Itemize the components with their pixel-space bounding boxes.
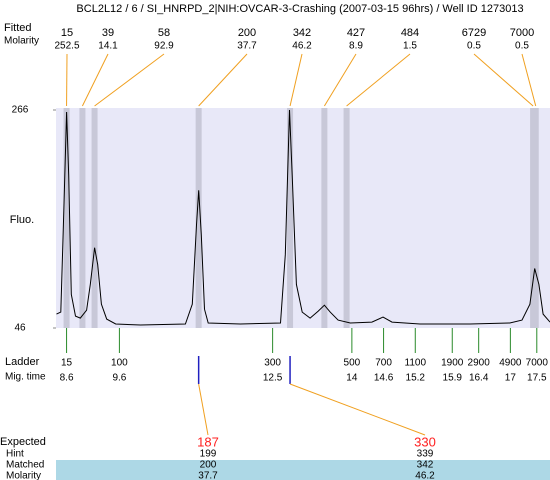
- peak-band: [343, 108, 350, 328]
- trace: [56, 109, 550, 326]
- ladder-time: 9.6: [112, 373, 126, 384]
- matched-size: 342: [417, 460, 434, 471]
- ladder-time: 8.6: [60, 373, 74, 384]
- hint-size: 339: [417, 449, 434, 460]
- peak-size: 15: [61, 27, 73, 39]
- peak-connector: [521, 53, 537, 107]
- size-row-label: Fitted: [4, 22, 32, 34]
- peak-molarity: 92.9: [154, 41, 174, 52]
- ladder-time: 14.6: [374, 373, 394, 384]
- peak-molarity: 252.5: [54, 41, 79, 52]
- ladder-size: 300: [264, 358, 281, 369]
- title-bar: [0, 0, 550, 18]
- peak-band: [79, 108, 86, 328]
- expected-size: 330: [414, 434, 436, 449]
- ladder-time: 17: [505, 373, 517, 384]
- peak-molarity: 8.9: [349, 41, 363, 52]
- plot-area: [56, 108, 550, 328]
- peak-size: 58: [158, 27, 170, 39]
- peak-connector: [94, 53, 165, 107]
- expected-label: Expected: [0, 436, 46, 448]
- title: BCL2L12 / 6 / SI_HNRPD_2|NIH:OVCAR-3-Cra…: [76, 3, 523, 15]
- matched-size: 200: [200, 460, 217, 471]
- ladder-size: 2900: [468, 358, 491, 369]
- peak-molarity: 1.5: [403, 41, 417, 52]
- ladder-size: 7000: [526, 358, 549, 369]
- ladder-size: 700: [375, 358, 392, 369]
- ladder-size: 1900: [441, 358, 464, 369]
- peak-size: 39: [102, 27, 114, 39]
- matched-molarity: 46.2: [415, 471, 435, 480]
- peak-band: [91, 108, 98, 328]
- peak-band: [287, 108, 294, 328]
- ladder-time: 12.5: [263, 373, 283, 384]
- molarity-row-label: Molarity: [4, 36, 39, 47]
- peak-size: 484: [401, 27, 419, 39]
- matched-band: [56, 460, 550, 480]
- ladder-time: 15.9: [443, 373, 463, 384]
- peak-size: 200: [238, 27, 256, 39]
- peak-molarity: 0.5: [515, 41, 529, 52]
- peak-connector: [346, 53, 411, 107]
- peak-band: [195, 108, 202, 328]
- peak-band: [321, 108, 328, 328]
- peak-connector: [81, 53, 109, 107]
- peak-connector: [289, 53, 303, 107]
- ladder-size: 500: [344, 358, 361, 369]
- ladder-time: 15.2: [406, 373, 426, 384]
- peak-molarity: 14.1: [98, 41, 118, 52]
- peak-band: [63, 108, 70, 328]
- peak-size: 427: [347, 27, 365, 39]
- expected-connector: [289, 383, 426, 436]
- peak-molarity: 37.7: [237, 41, 257, 52]
- y-tick-label: 46: [14, 323, 26, 334]
- ladder-size: 15: [61, 358, 73, 369]
- peak-molarity: 46.2: [292, 41, 312, 52]
- peak-connector: [473, 53, 534, 107]
- hint-label: Hint: [6, 449, 24, 460]
- ladder-label: Ladder: [5, 356, 40, 368]
- ladder-time: 16.4: [469, 373, 489, 384]
- matched-label: Matched: [6, 460, 44, 471]
- ladder-time: 14: [346, 373, 358, 384]
- expected-connector: [198, 383, 209, 436]
- peak-band: [532, 108, 539, 328]
- mig-time-label: Mig. time: [5, 372, 46, 383]
- expected-size: 187: [197, 434, 219, 449]
- peak-size: 342: [293, 27, 311, 39]
- ladder-size: 1100: [405, 358, 427, 369]
- exp-molarity-label: Molarity: [6, 471, 41, 480]
- peak-molarity: 0.5: [467, 41, 481, 52]
- matched-molarity: 37.7: [198, 471, 218, 480]
- ladder-size: 4900: [499, 358, 522, 369]
- y-tick-label: 266: [12, 105, 29, 116]
- ladder-time: 17.5: [527, 373, 547, 384]
- ladder-size: 100: [111, 358, 128, 369]
- hint-size: 199: [200, 449, 217, 460]
- peak-connector: [323, 53, 357, 107]
- y-axis-label: Fluo.: [10, 214, 34, 226]
- peak-connector: [198, 53, 248, 107]
- peak-size: 7000: [510, 27, 534, 39]
- peak-size: 6729: [462, 27, 486, 39]
